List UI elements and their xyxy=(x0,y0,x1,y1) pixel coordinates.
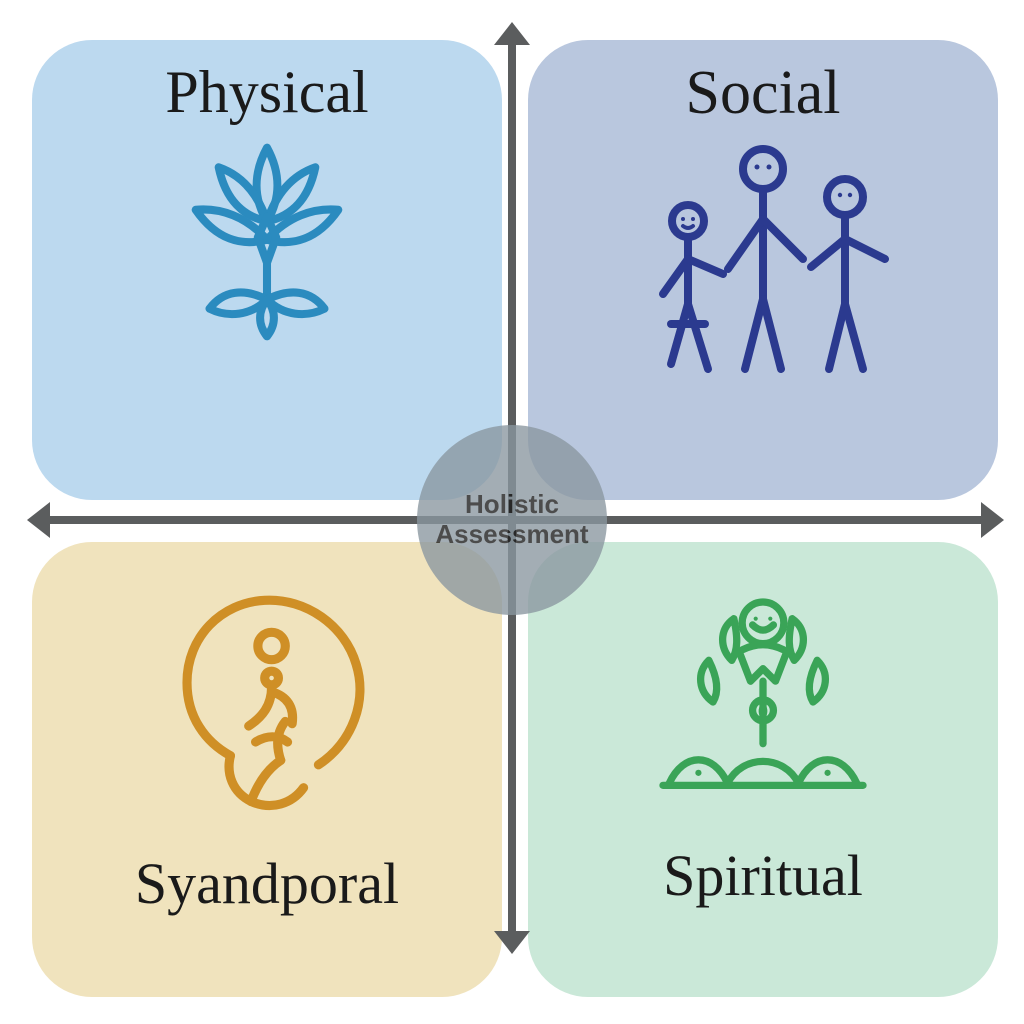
arrow-up-icon xyxy=(494,22,530,45)
center-label-line2: Assessment xyxy=(435,520,588,550)
quadrant-physical-label: Physical xyxy=(165,58,368,127)
quadrant-social-label: Social xyxy=(686,58,841,129)
quadrant-syandporal: Syandporal xyxy=(32,542,502,997)
arrow-right-icon xyxy=(981,502,1004,538)
syandporal-icon xyxy=(152,582,382,822)
quadrant-spiritual-label: Spiritual xyxy=(663,842,863,909)
quadrant-syandporal-label: Syandporal xyxy=(135,850,399,917)
spiritual-icon xyxy=(638,582,888,822)
center-label-line1: Holistic xyxy=(465,490,559,520)
quadrant-spiritual: Spiritual xyxy=(528,542,998,997)
social-icon xyxy=(633,139,893,379)
arrow-down-icon xyxy=(494,931,530,954)
quadrant-physical: Physical xyxy=(32,40,502,500)
diagram-root: Physical xyxy=(0,0,1024,1024)
center-circle: Holistic Assessment xyxy=(417,425,607,615)
arrow-left-icon xyxy=(27,502,50,538)
quadrant-social: Social xyxy=(528,40,998,500)
physical-icon xyxy=(152,127,382,357)
